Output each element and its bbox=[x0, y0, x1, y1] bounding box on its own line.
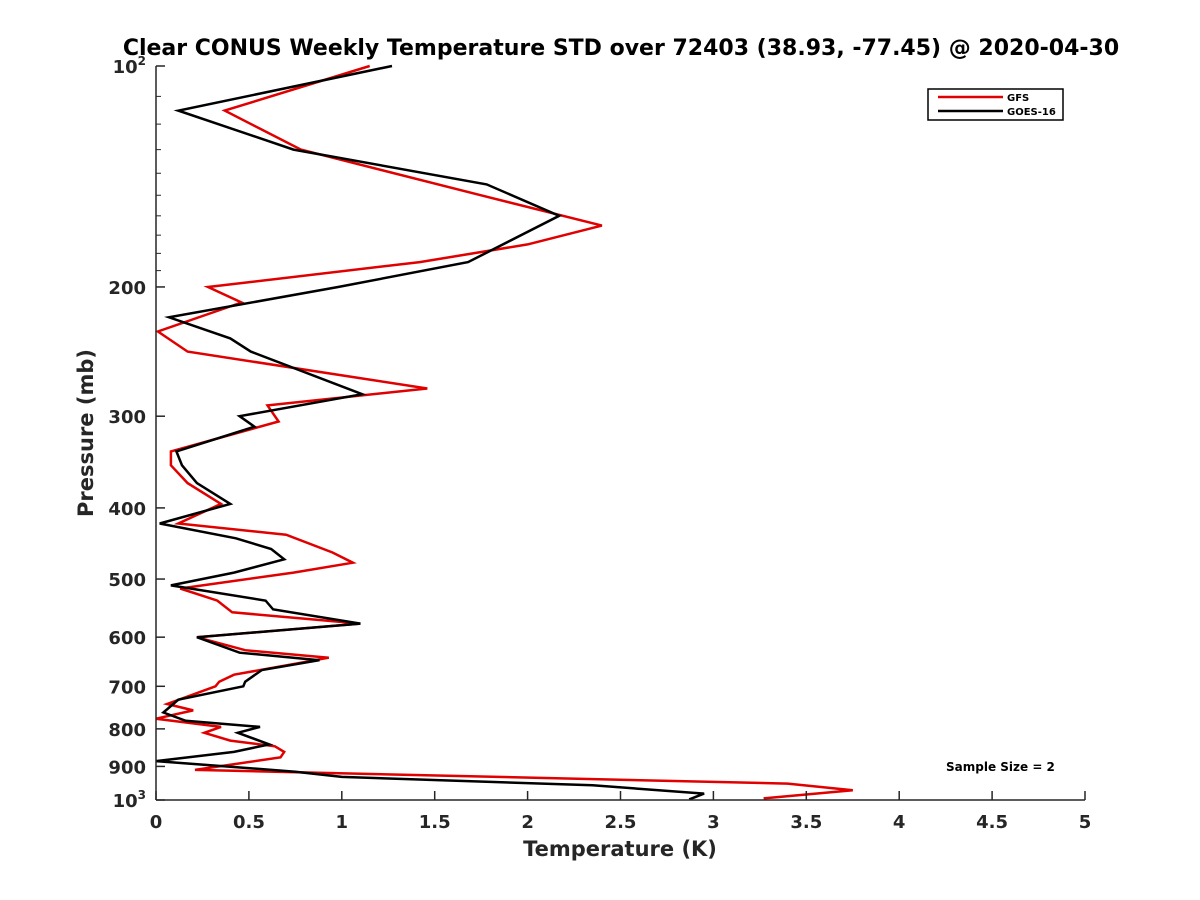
legend-label-gfs: GFS bbox=[1007, 93, 1029, 104]
legend-label-goes16: GOES-16 bbox=[1007, 107, 1056, 118]
series-line-goes16 bbox=[155, 64, 705, 801]
y-tick-label: 200 bbox=[108, 278, 146, 299]
series-line-gfs bbox=[155, 64, 853, 800]
x-tick-label: 3 bbox=[707, 812, 720, 833]
y-tick-label: 800 bbox=[108, 720, 146, 741]
x-tick-label: 1 bbox=[336, 812, 349, 833]
sample-size-annotation: Sample Size = 2 bbox=[946, 760, 1055, 774]
y-tick-label: 900 bbox=[108, 757, 146, 778]
x-tick-label: 1.5 bbox=[419, 812, 451, 833]
y-tick-label: 500 bbox=[108, 570, 146, 591]
x-tick-label: 3.5 bbox=[790, 812, 822, 833]
y-tick-label: 700 bbox=[108, 677, 146, 698]
x-tick-label: 2 bbox=[521, 812, 534, 833]
legend-box bbox=[927, 88, 1064, 121]
y-tick-label: 600 bbox=[108, 628, 146, 649]
y-tick-label: 400 bbox=[108, 499, 146, 520]
y-tick-label: 300 bbox=[108, 407, 146, 428]
y-tick-label: 102 bbox=[113, 54, 146, 78]
y-axis-label: Pressure (mb) bbox=[74, 349, 98, 517]
legend: GFS GOES-16 bbox=[927, 88, 1064, 121]
ticks-layer: 0 0.5 1 1.5 2 2.5 3 3.5 4 4.5 5 102 200 300 400 500 600 7… bbox=[108, 54, 1091, 833]
y-tick-label: 103 bbox=[113, 788, 146, 812]
x-axis-label: Temperature (K) bbox=[523, 837, 717, 861]
x-tick-label: 4 bbox=[893, 812, 906, 833]
x-tick-label: 4.5 bbox=[976, 812, 1008, 833]
x-tick-label: 5 bbox=[1079, 812, 1092, 833]
series-layer bbox=[155, 64, 853, 801]
chart-title: Clear CONUS Weekly Temperature STD over … bbox=[123, 36, 1119, 61]
plot-area bbox=[156, 66, 1085, 800]
x-tick-label: 2.5 bbox=[605, 812, 637, 833]
x-tick-label: 0.5 bbox=[233, 812, 265, 833]
x-tick-label: 0 bbox=[150, 812, 163, 833]
